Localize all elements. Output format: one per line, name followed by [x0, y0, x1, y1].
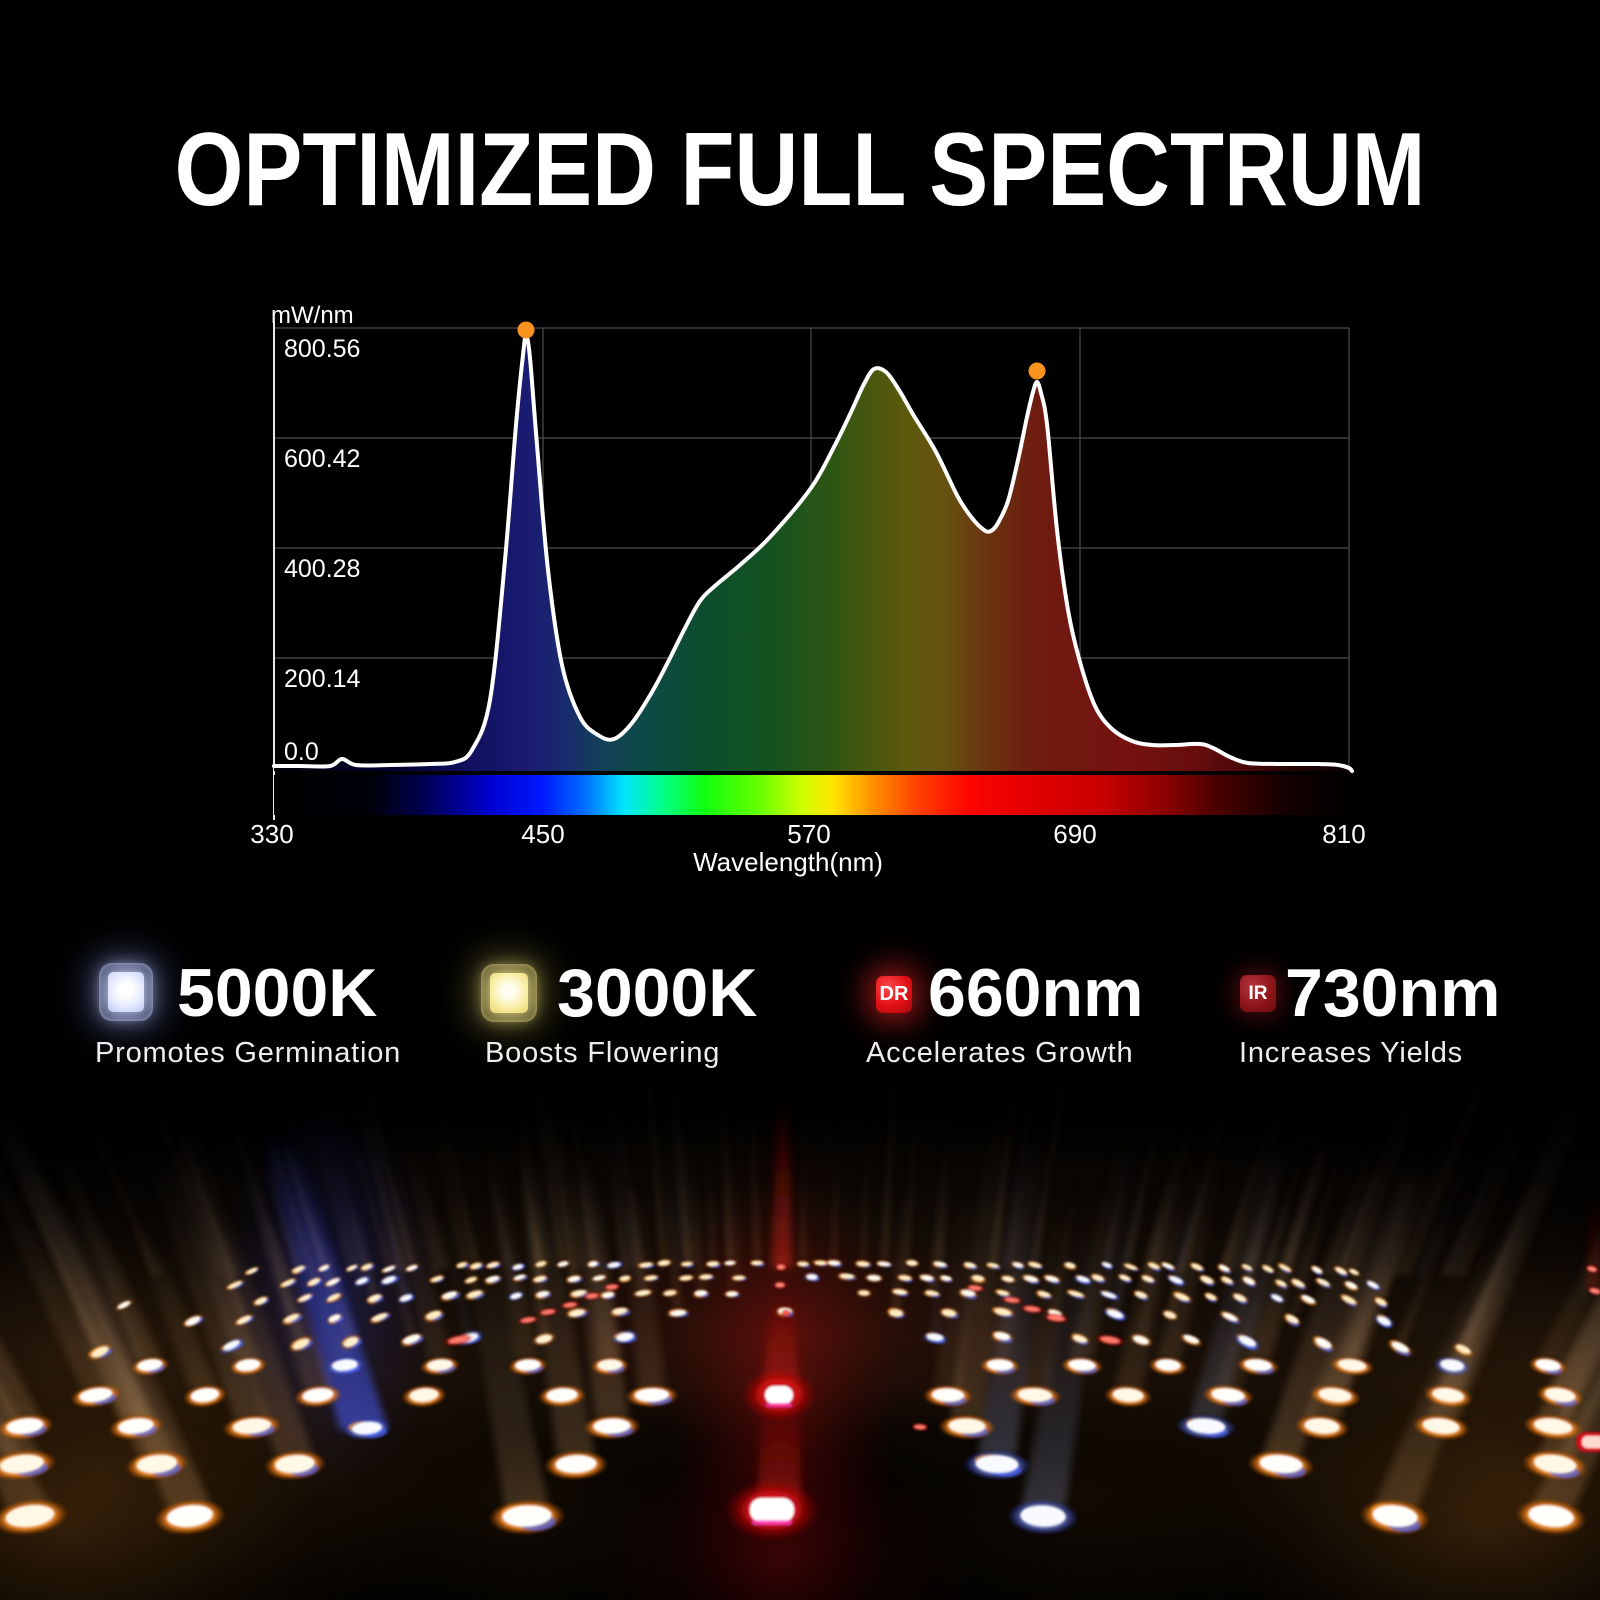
svg-text:600.42: 600.42 — [284, 445, 360, 473]
svg-text:570: 570 — [787, 819, 830, 849]
svg-text:200.14: 200.14 — [284, 665, 361, 693]
svg-text:810: 810 — [1322, 819, 1365, 849]
svg-text:mW/nm: mW/nm — [271, 302, 354, 329]
svg-text:450: 450 — [521, 819, 564, 849]
svg-text:800.56: 800.56 — [284, 335, 360, 363]
svg-text:Wavelength(nm): Wavelength(nm) — [693, 847, 883, 877]
svg-text:400.28: 400.28 — [284, 555, 360, 583]
svg-text:690: 690 — [1053, 819, 1096, 849]
svg-text:330: 330 — [250, 819, 293, 849]
svg-text:0.0: 0.0 — [284, 738, 319, 766]
